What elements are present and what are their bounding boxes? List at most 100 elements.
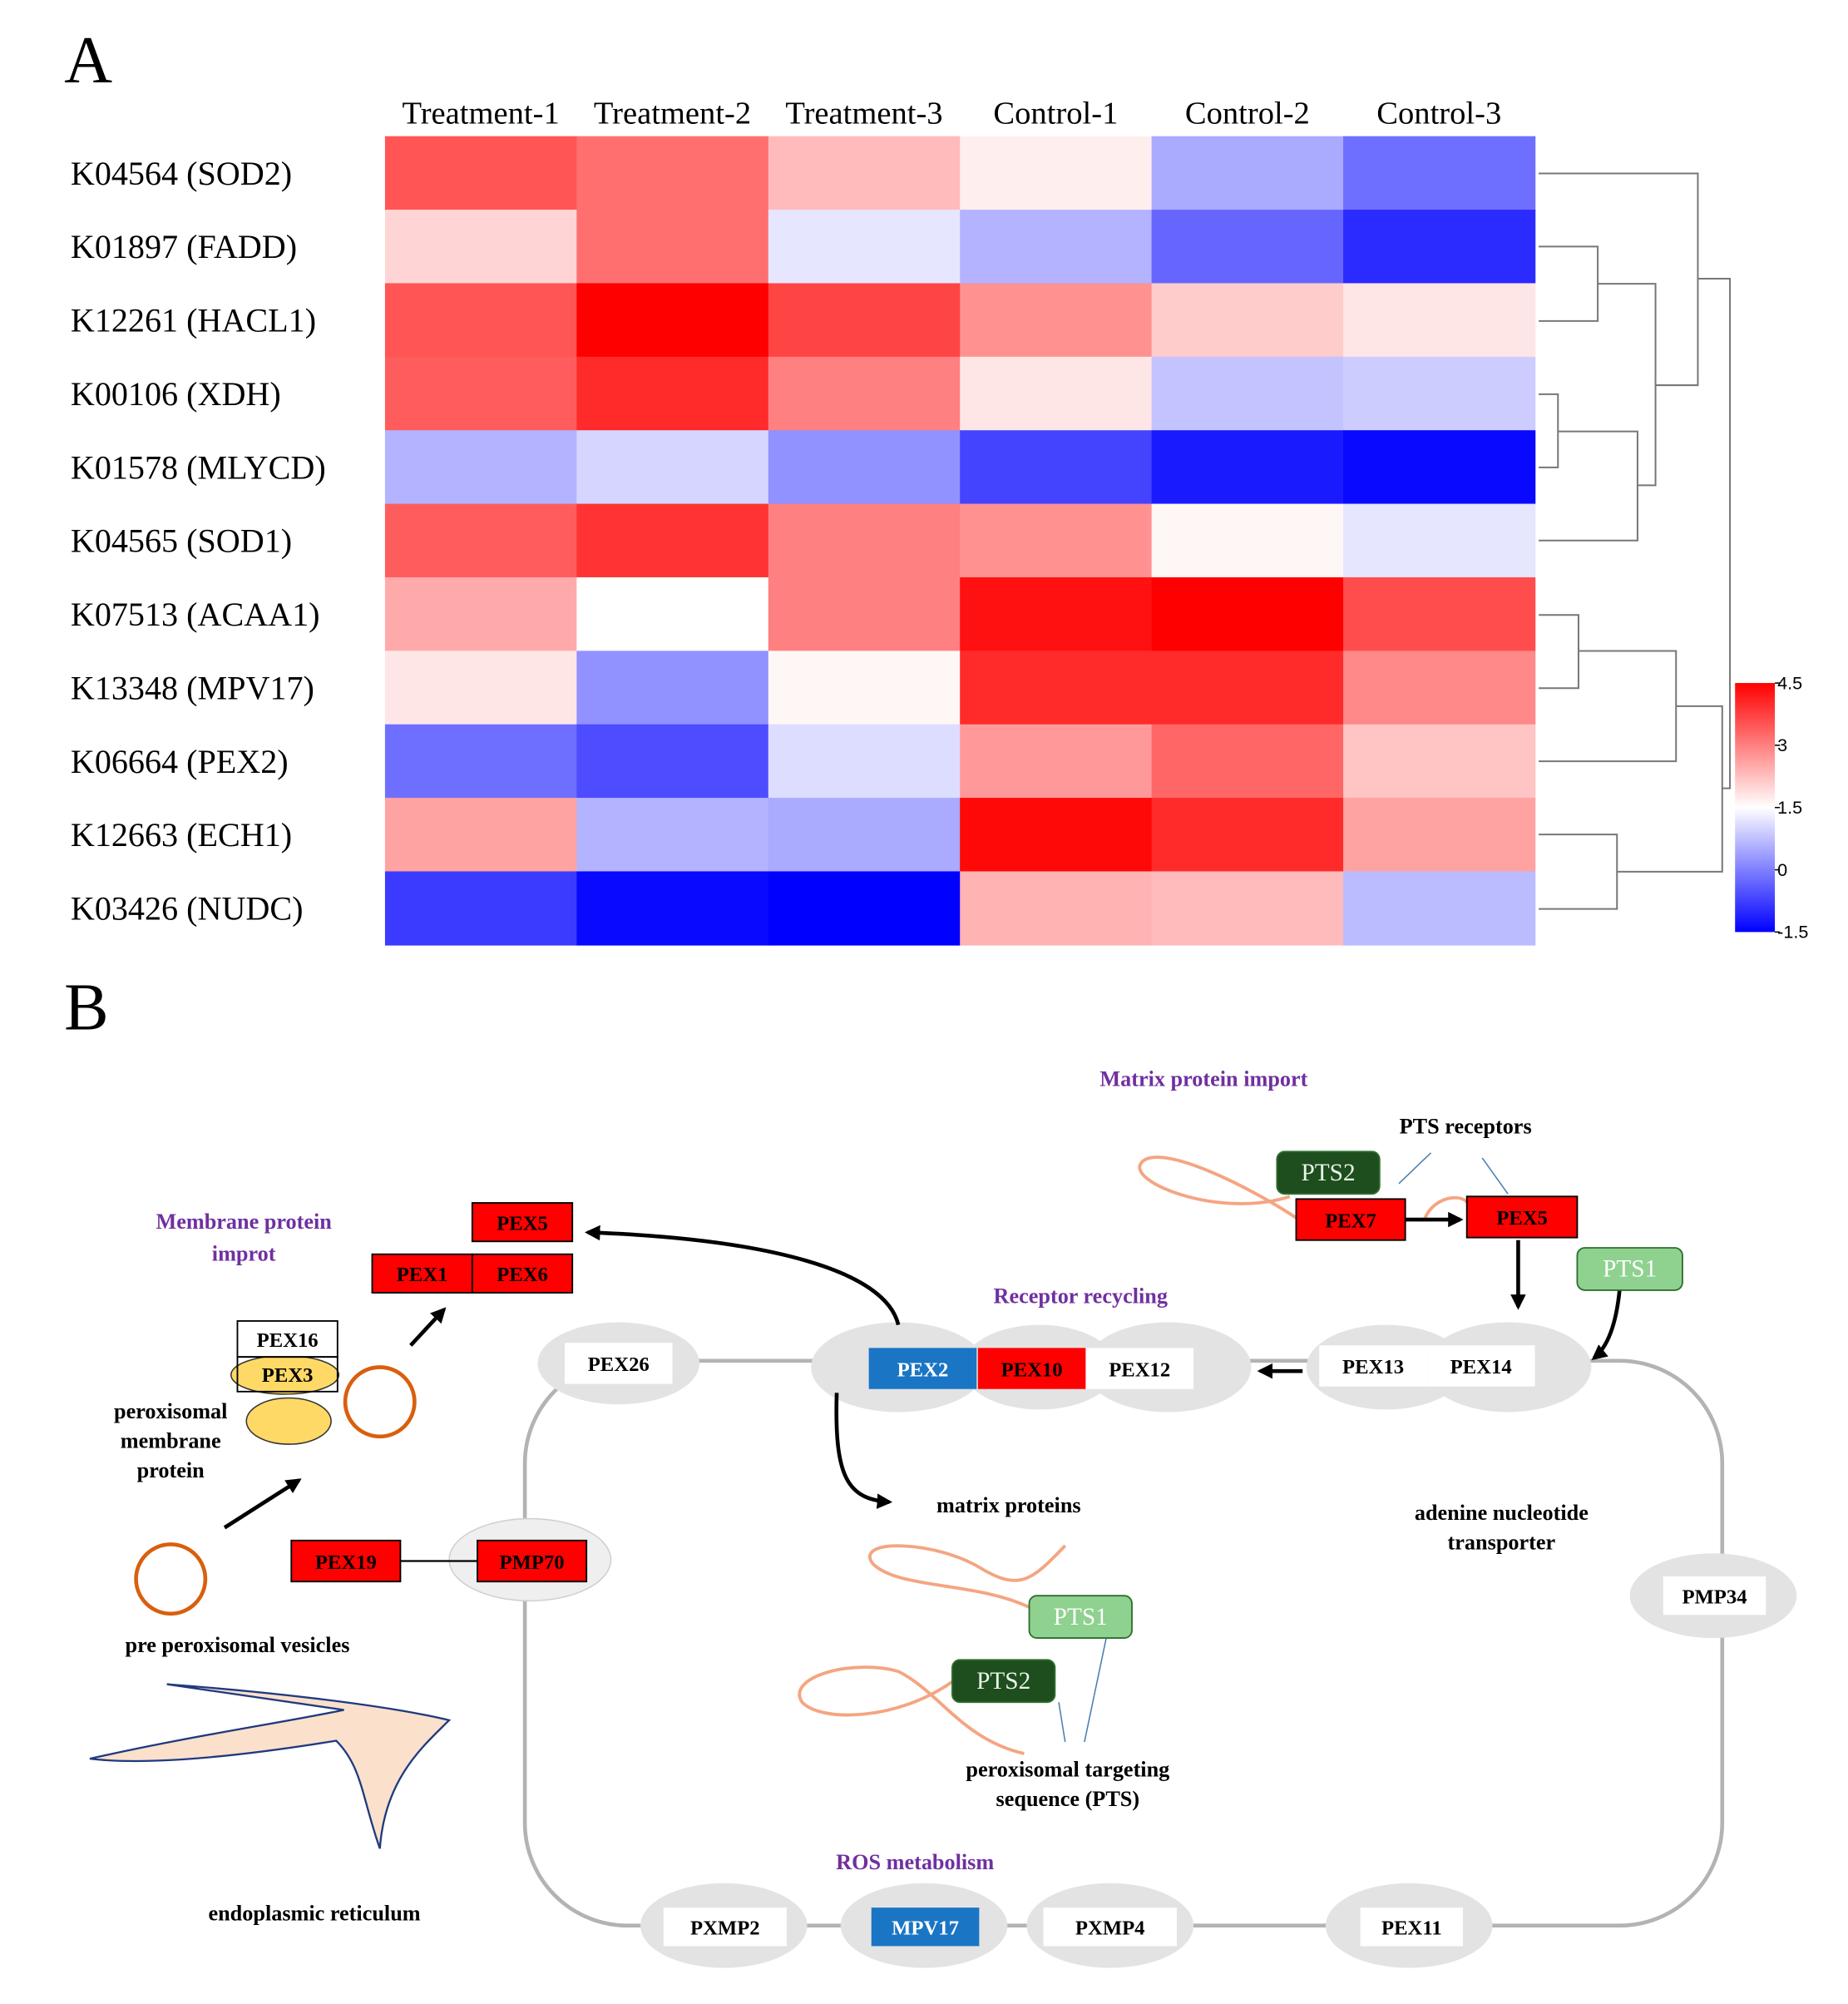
heatmap-cell <box>1343 651 1536 725</box>
protein-label: PTS1 <box>1603 1256 1657 1283</box>
annotation: transporter <box>1448 1531 1556 1555</box>
row-label: K03426 (NUDC) <box>71 890 304 928</box>
arrow <box>223 1478 302 1530</box>
heatmap-cell <box>768 210 961 285</box>
protein-label: PTS2 <box>976 1668 1030 1695</box>
protein-box <box>1663 1576 1766 1616</box>
colorbar-tick-label: -1.5 <box>1777 922 1808 943</box>
protein-box <box>471 1202 574 1243</box>
vesicle <box>134 1542 208 1616</box>
column-label: Treatment-3 <box>785 96 942 131</box>
protein-label: PEX7 <box>1325 1210 1376 1232</box>
colorbar-tick-label: 0 <box>1777 859 1787 880</box>
heatmap-cell <box>960 430 1153 505</box>
row-label: K04564 (SOD2) <box>71 155 292 192</box>
annotation: PTS receptors <box>1400 1115 1532 1139</box>
protein-label: PEX16 <box>257 1329 319 1352</box>
arrow <box>409 1307 447 1347</box>
protein-box <box>951 1659 1056 1704</box>
heatmap-cell <box>1151 871 1344 946</box>
column-label: Control-2 <box>1185 96 1310 131</box>
heatmap-cell <box>384 503 578 578</box>
heatmap-cell <box>576 798 769 873</box>
heatmap-cell <box>1343 724 1536 799</box>
heatmap-cell <box>1343 210 1536 285</box>
heatmap-cell <box>384 724 578 799</box>
heatmap-cell <box>960 503 1153 578</box>
heatmap-cell <box>1151 356 1344 431</box>
heatmap-cell <box>1151 283 1344 358</box>
annotation: sequence (PTS) <box>996 1787 1140 1811</box>
protein-label: PEX14 <box>1450 1356 1512 1378</box>
heatmap-cell <box>768 136 961 210</box>
heatmap-cell <box>960 136 1153 210</box>
row-label: K07513 (ACAA1) <box>71 596 320 633</box>
protein-label: PTS1 <box>1054 1604 1108 1630</box>
heatmap-cell <box>960 871 1153 946</box>
heatmap-cell <box>384 283 578 358</box>
protein-box <box>564 1343 673 1384</box>
row-label: K06664 (PEX2) <box>71 743 289 780</box>
heatmap-cell <box>768 871 961 946</box>
heatmap-cell <box>1151 576 1344 652</box>
protein-label: PMP34 <box>1682 1586 1747 1608</box>
heatmap-cell <box>576 871 769 946</box>
protein-label: PEX10 <box>1001 1358 1063 1381</box>
heatmap-cell <box>768 283 961 358</box>
protein-label: PTS2 <box>1301 1160 1355 1186</box>
peroxisome-membrane <box>522 1358 1725 1928</box>
er-shape <box>89 1683 452 1849</box>
heatmap-cell <box>576 210 769 285</box>
column-label: Treatment-2 <box>594 96 751 131</box>
row-label: K01578 (MLYCD) <box>71 448 326 486</box>
arrow <box>834 1393 893 1509</box>
column-label: Treatment-1 <box>403 96 560 131</box>
protein-box <box>471 1253 574 1294</box>
protein-box <box>1028 1595 1133 1640</box>
heatmap-cell <box>1151 430 1344 505</box>
heatmap-cell <box>1343 430 1536 505</box>
peptide <box>1138 1155 1300 1221</box>
heatmap-cell <box>384 871 578 946</box>
heatmap-cell <box>768 651 961 725</box>
heatmap-cell <box>1151 136 1344 210</box>
heatmap-cell <box>768 724 961 799</box>
section-heading: improt <box>212 1241 276 1265</box>
heatmap-cell <box>1343 356 1536 431</box>
protein-label: PEX19 <box>315 1551 377 1574</box>
heatmap-cell <box>768 430 961 505</box>
colorbar-tick-label: 3 <box>1777 735 1787 755</box>
heatmap-cell <box>768 503 961 578</box>
protein-box <box>1043 1908 1177 1947</box>
protein-label: PEX5 <box>1496 1207 1548 1230</box>
row-label: K01897 (FADD) <box>71 228 297 265</box>
protein-label: PEX1 <box>397 1264 448 1286</box>
section-heading: Matrix protein import <box>1099 1067 1307 1091</box>
heatmap-cell <box>1151 724 1344 799</box>
row-label: K13348 (MPV17) <box>71 669 314 706</box>
vesicle <box>343 1365 417 1439</box>
arrow <box>1591 1289 1622 1361</box>
annotation: matrix proteins <box>936 1493 1081 1517</box>
annotation: endoplasmic reticulum <box>208 1902 420 1926</box>
protein-box <box>1426 1345 1535 1387</box>
heatmap-cell <box>576 283 769 358</box>
row-label: K00106 (XDH) <box>71 375 281 413</box>
protein-label: PEX5 <box>497 1212 548 1235</box>
peptide <box>798 1665 1025 1755</box>
protein-box <box>1576 1247 1683 1291</box>
heatmap-cell <box>384 576 578 652</box>
heatmap-cell <box>576 503 769 578</box>
heatmap-cell <box>960 651 1153 725</box>
colorbar <box>1735 683 1776 933</box>
heatmap-cell <box>960 798 1153 873</box>
heatmap-cell <box>576 724 769 799</box>
peptide <box>868 1544 1067 1609</box>
protein-box <box>868 1348 977 1389</box>
heatmap-cell <box>960 210 1153 285</box>
protein-box <box>977 1348 1086 1389</box>
heatmap-cell <box>768 576 961 652</box>
yellow-protein <box>245 1397 332 1445</box>
protein-box <box>1465 1195 1579 1239</box>
